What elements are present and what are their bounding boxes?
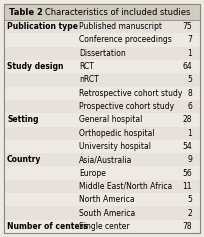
Text: RCT: RCT	[79, 62, 94, 71]
Text: Dissertation: Dissertation	[79, 49, 126, 58]
Text: Prospective cohort study: Prospective cohort study	[79, 102, 174, 111]
Text: 78: 78	[182, 222, 192, 231]
Text: Orthopedic hospital: Orthopedic hospital	[79, 129, 155, 138]
Text: 5: 5	[187, 75, 192, 84]
Text: 8: 8	[187, 89, 192, 98]
Text: North America: North America	[79, 195, 135, 204]
Text: 56: 56	[182, 169, 192, 178]
Bar	[4, 193, 200, 206]
Text: Study design: Study design	[7, 62, 63, 71]
Text: 7: 7	[187, 36, 192, 45]
Text: Number of centers: Number of centers	[7, 222, 88, 231]
Bar	[4, 140, 200, 153]
Bar	[4, 73, 200, 87]
Text: 1: 1	[187, 129, 192, 138]
Text: Single center: Single center	[79, 222, 130, 231]
Bar	[4, 127, 200, 140]
Bar	[4, 206, 200, 220]
Text: 64: 64	[182, 62, 192, 71]
Bar	[4, 113, 200, 127]
Text: Setting: Setting	[7, 115, 39, 124]
Text: Characteristics of included studies: Characteristics of included studies	[37, 8, 190, 17]
Bar	[4, 60, 200, 73]
Text: South America: South America	[79, 209, 135, 218]
Text: Middle East/North Africa: Middle East/North Africa	[79, 182, 172, 191]
Text: Retrospective cohort study: Retrospective cohort study	[79, 89, 182, 98]
Text: 1: 1	[187, 49, 192, 58]
Text: Asia/Australia: Asia/Australia	[79, 155, 132, 164]
Bar	[4, 220, 200, 233]
Text: 9: 9	[187, 155, 192, 164]
Text: Europe: Europe	[79, 169, 106, 178]
Bar	[4, 153, 200, 166]
Text: 54: 54	[182, 142, 192, 151]
Text: Publication type: Publication type	[7, 22, 78, 31]
Text: Published manuscript: Published manuscript	[79, 22, 162, 31]
Text: University hospital: University hospital	[79, 142, 151, 151]
Text: Table 2: Table 2	[9, 8, 43, 17]
Bar	[4, 4, 200, 20]
Text: Country: Country	[7, 155, 41, 164]
Bar	[4, 20, 200, 33]
Text: Conference proceedings: Conference proceedings	[79, 36, 172, 45]
Bar	[4, 100, 200, 113]
Bar	[4, 166, 200, 180]
Text: 28: 28	[183, 115, 192, 124]
Text: 5: 5	[187, 195, 192, 204]
Text: 6: 6	[187, 102, 192, 111]
Text: 75: 75	[182, 22, 192, 31]
Text: nRCT: nRCT	[79, 75, 99, 84]
Bar	[4, 87, 200, 100]
Text: 2: 2	[187, 209, 192, 218]
Text: 11: 11	[183, 182, 192, 191]
Text: General hospital: General hospital	[79, 115, 142, 124]
Bar	[4, 180, 200, 193]
Bar	[4, 33, 200, 47]
Bar	[4, 47, 200, 60]
